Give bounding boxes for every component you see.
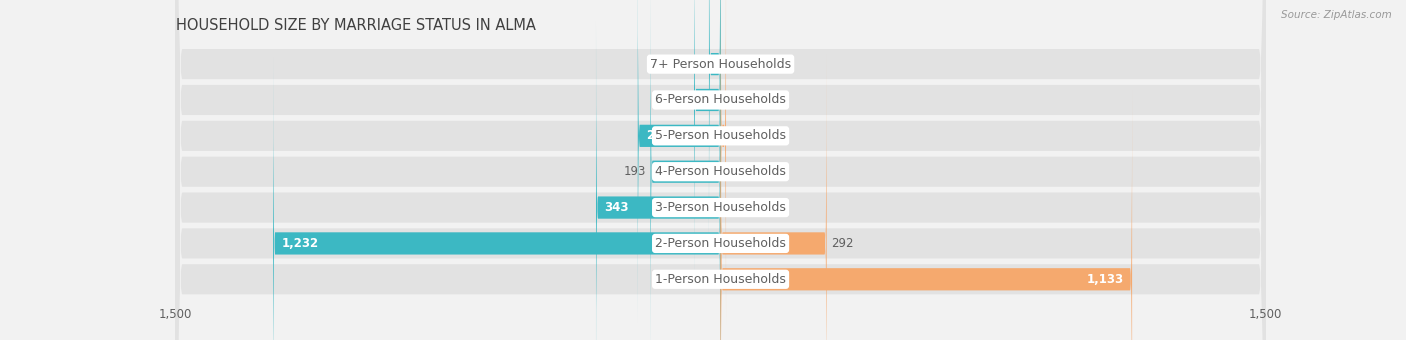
- Text: 15: 15: [730, 129, 745, 142]
- FancyBboxPatch shape: [176, 0, 1265, 340]
- Text: 0: 0: [725, 94, 733, 106]
- Text: Source: ZipAtlas.com: Source: ZipAtlas.com: [1281, 10, 1392, 20]
- Text: 228: 228: [645, 129, 671, 142]
- Text: 1,133: 1,133: [1087, 273, 1123, 286]
- FancyBboxPatch shape: [721, 0, 725, 325]
- FancyBboxPatch shape: [273, 54, 721, 340]
- Text: HOUSEHOLD SIZE BY MARRIAGE STATUS IN ALMA: HOUSEHOLD SIZE BY MARRIAGE STATUS IN ALM…: [176, 18, 536, 33]
- Text: 32: 32: [690, 57, 704, 71]
- Text: 1-Person Households: 1-Person Households: [655, 273, 786, 286]
- Text: 4-Person Households: 4-Person Households: [655, 165, 786, 178]
- Text: 3-Person Households: 3-Person Households: [655, 201, 786, 214]
- FancyBboxPatch shape: [176, 0, 1265, 340]
- FancyBboxPatch shape: [176, 0, 1265, 340]
- FancyBboxPatch shape: [721, 54, 827, 340]
- FancyBboxPatch shape: [176, 0, 1265, 340]
- Text: 0: 0: [725, 201, 733, 214]
- FancyBboxPatch shape: [596, 19, 721, 340]
- Text: 5-Person Households: 5-Person Households: [655, 129, 786, 142]
- FancyBboxPatch shape: [695, 0, 721, 289]
- Text: 292: 292: [831, 237, 853, 250]
- FancyBboxPatch shape: [176, 0, 1265, 340]
- FancyBboxPatch shape: [638, 0, 721, 325]
- Text: 343: 343: [605, 201, 628, 214]
- Text: 73: 73: [675, 94, 690, 106]
- FancyBboxPatch shape: [721, 90, 1132, 340]
- Text: 193: 193: [624, 165, 647, 178]
- Text: 1,232: 1,232: [281, 237, 318, 250]
- Text: 6-Person Households: 6-Person Households: [655, 94, 786, 106]
- Text: 0: 0: [709, 273, 716, 286]
- Text: 0: 0: [725, 165, 733, 178]
- FancyBboxPatch shape: [176, 0, 1265, 340]
- Text: 0: 0: [725, 57, 733, 71]
- FancyBboxPatch shape: [709, 0, 721, 253]
- FancyBboxPatch shape: [176, 0, 1265, 340]
- Text: 2-Person Households: 2-Person Households: [655, 237, 786, 250]
- FancyBboxPatch shape: [651, 0, 721, 340]
- Text: 7+ Person Households: 7+ Person Households: [650, 57, 792, 71]
